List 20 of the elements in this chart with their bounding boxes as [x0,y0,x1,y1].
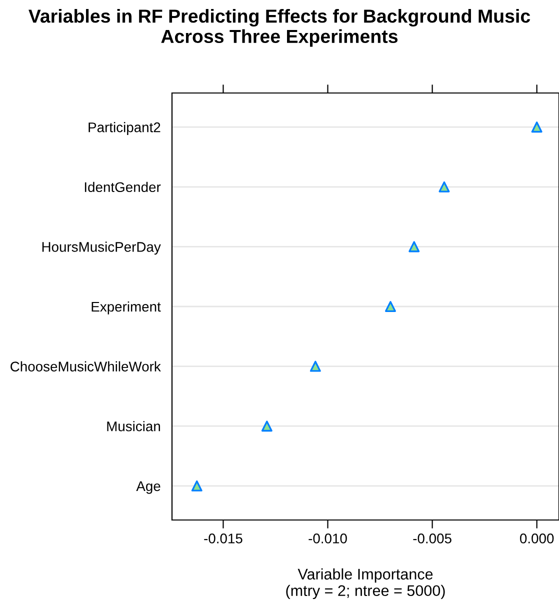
y-tick-label: IdentGender [84,182,161,192]
y-tick-label: HoursMusicPerDay [42,242,161,255]
point [261,420,272,432]
y-tick-label: Experiment [92,301,161,314]
chart-title: Variables in RF Predicting Effects for Background Music Across Three Experiments [28,9,530,47]
point [384,301,396,312]
y-tick-label: ChooseMusicWhileWork [10,361,161,372]
point [408,241,420,252]
x-tick-label: -0.015 [204,534,242,544]
y-tick-label: Musician [107,421,160,432]
point [310,360,321,372]
point [531,122,542,133]
x-axis-title: Variable Importance (mtry = 2; ntree = 5000) [286,568,445,600]
x-tick-label: -0.010 [308,534,347,544]
x-tick-label: 0.000 [520,534,554,544]
point [438,181,450,192]
y-tick-label: Participant2 [88,122,160,136]
point [191,480,202,492]
x-tick-label: -0.005 [413,534,452,544]
y-tick-label: Age [136,481,160,494]
